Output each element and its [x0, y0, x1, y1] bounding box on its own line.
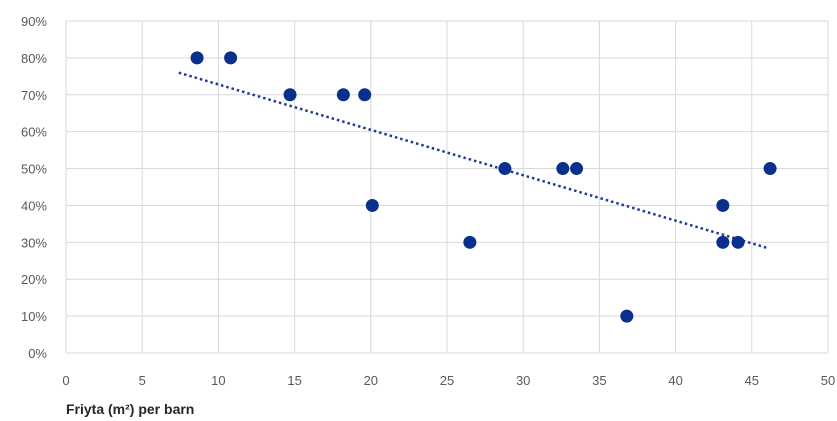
data-point [556, 162, 570, 176]
x-tick-label: 25 [440, 373, 454, 388]
data-point [763, 162, 777, 176]
data-point [463, 235, 477, 249]
trendline [178, 71, 768, 250]
x-tick-label: 40 [668, 373, 682, 388]
x-tick-label: 50 [821, 373, 835, 388]
data-point [336, 88, 350, 102]
data-point [283, 88, 297, 102]
y-tick-label: 30% [21, 235, 47, 250]
data-point [224, 51, 238, 65]
data-point [716, 235, 730, 249]
x-tick-label: 15 [287, 373, 301, 388]
x-tick-label: 20 [364, 373, 378, 388]
y-tick-label: 90% [21, 14, 47, 29]
data-point [731, 235, 745, 249]
x-tick-label: 30 [516, 373, 530, 388]
x-tick-label: 0 [62, 373, 69, 388]
y-tick-label: 60% [21, 125, 47, 140]
data-point [716, 198, 730, 212]
y-tick-label: 0% [28, 346, 47, 361]
data-point [365, 198, 379, 212]
y-tick-label: 70% [21, 88, 47, 103]
y-tick-label: 80% [21, 51, 47, 66]
x-tick-label: 10 [211, 373, 225, 388]
x-axis-title: Friyta (m²) per barn [66, 401, 194, 417]
x-tick-label: 5 [139, 373, 146, 388]
data-point [570, 162, 584, 176]
y-tick-label: 10% [21, 309, 47, 324]
data-point [358, 88, 372, 102]
x-tick-label: 45 [745, 373, 759, 388]
y-tick-label: 50% [21, 162, 47, 177]
y-tick-label: 20% [21, 272, 47, 287]
x-tick-label: 35 [592, 373, 606, 388]
data-point [498, 162, 512, 176]
y-tick-label: 40% [21, 198, 47, 213]
data-point [620, 309, 634, 323]
data-point [190, 51, 204, 65]
